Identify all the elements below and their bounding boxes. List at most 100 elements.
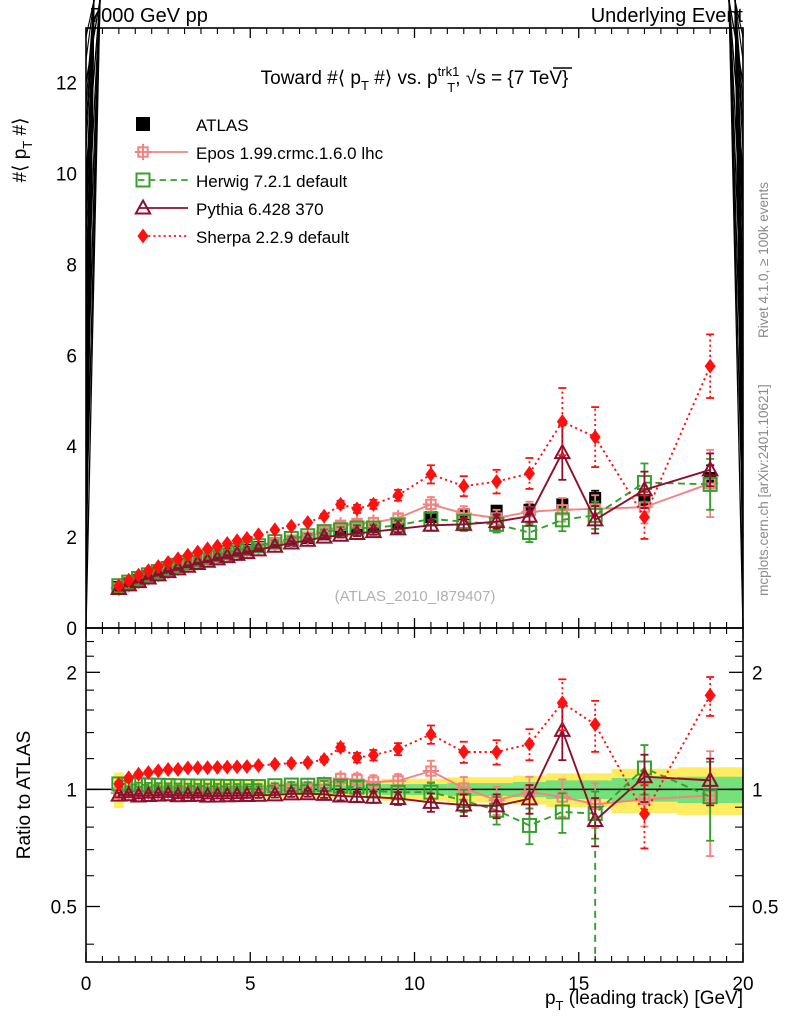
marker-open-triangle bbox=[238, 542, 256, 560]
x-tick-label: 15 bbox=[568, 974, 589, 995]
marker-filled-diamond bbox=[491, 744, 503, 760]
marker-filled-diamond bbox=[152, 763, 164, 779]
y-axis-ratio-label: Ratio to ATLAS bbox=[14, 731, 35, 860]
marker-filled-diamond bbox=[211, 759, 223, 775]
marker-filled-diamond bbox=[318, 751, 330, 767]
marker-open-triangle bbox=[422, 792, 440, 809]
marker-open-triangle bbox=[635, 767, 654, 784]
marker-filled-diamond bbox=[335, 739, 347, 755]
marker-open-triangle bbox=[364, 787, 383, 804]
y-ratio-tick-label-right: 0.5 bbox=[752, 898, 778, 919]
marker-open-triangle bbox=[249, 785, 268, 802]
legend-item-herwig[interactable]: Herwig 7.2.1 default bbox=[135, 172, 348, 191]
marker-open-triangle bbox=[389, 519, 407, 536]
marker-filled-diamond bbox=[458, 478, 470, 494]
legend-item-epos[interactable]: Epos 1.99.crmc.1.6.0 lhc bbox=[134, 143, 384, 163]
marker-open-triangle bbox=[159, 562, 177, 579]
marker-filled-diamond bbox=[252, 527, 264, 543]
series-herwig bbox=[111, 458, 718, 594]
y-major-tick bbox=[728, 0, 744, 174]
marker-filled-diamond bbox=[231, 533, 243, 549]
marker-filled-diamond bbox=[425, 726, 437, 742]
marker-open-triangle bbox=[315, 527, 334, 544]
marker-open-square bbox=[554, 804, 570, 820]
marker-open-triangle bbox=[218, 786, 237, 803]
marker-filled-diamond bbox=[556, 695, 568, 711]
marker-open-triangle bbox=[553, 442, 572, 460]
series-epos bbox=[110, 448, 719, 597]
marker-filled-diamond bbox=[704, 358, 716, 374]
legend-item-sherpa[interactable]: Sherpa 2.2.9 default bbox=[137, 228, 349, 247]
marker-open-triangle bbox=[701, 460, 719, 477]
marker-filled-diamond bbox=[182, 547, 194, 563]
y-main-tick-label: 12 bbox=[56, 74, 77, 95]
marker-open-triangle bbox=[178, 785, 197, 802]
marker-open-triangle bbox=[266, 785, 284, 802]
y-ratio-tick-label-left: 2 bbox=[66, 663, 77, 684]
legend: ATLAS Epos 1.99.crmc.1.6.0 lhc Herwig 7.2.… bbox=[134, 116, 384, 247]
marker-filled-diamond bbox=[202, 541, 214, 557]
marker-open-triangle bbox=[348, 523, 366, 540]
marker-open-triangle bbox=[454, 514, 473, 531]
marker-filled-diamond bbox=[123, 770, 135, 786]
marker-open-triangle bbox=[331, 786, 350, 803]
marker-open-square bbox=[135, 172, 151, 188]
marker-filled-diamond bbox=[241, 759, 253, 775]
y-axis-ratio-label-text: Ratio to ATLAS bbox=[14, 731, 35, 860]
marker-filled-diamond bbox=[285, 518, 297, 534]
marker-open-triangle bbox=[169, 559, 187, 576]
marker-filled-square bbox=[136, 117, 150, 131]
marker-open-triangle bbox=[282, 784, 301, 801]
legend-item-atlas[interactable]: ATLAS bbox=[136, 116, 249, 135]
x-axis-label-text: pT (leading track) [GeV] bbox=[545, 988, 743, 1013]
y-main-tick-label: 4 bbox=[66, 437, 77, 458]
y-axis-main-label-text: #⟨ pT #⟩ bbox=[10, 117, 35, 182]
marker-filled-diamond bbox=[523, 736, 535, 752]
marker-open-triangle bbox=[228, 544, 246, 561]
marker-open-triangle bbox=[348, 787, 366, 804]
marker-open-triangle bbox=[520, 789, 539, 806]
marker-open-square bbox=[200, 778, 216, 794]
marker-open-triangle bbox=[169, 786, 187, 803]
marker-filled-diamond bbox=[589, 716, 601, 732]
legend-item-pythia[interactable]: Pythia 6.428 370 bbox=[134, 198, 324, 219]
y-major-tick bbox=[85, 0, 101, 83]
marker-filled-diamond bbox=[172, 761, 184, 777]
marker-filled-diamond bbox=[142, 765, 154, 781]
x-tick-label: 0 bbox=[81, 974, 92, 995]
marker-filled-diamond bbox=[133, 567, 145, 583]
main-panel-series bbox=[110, 333, 719, 597]
series-sherpa bbox=[113, 333, 716, 594]
marker-open-triangle bbox=[208, 786, 227, 803]
marker-filled-diamond bbox=[137, 228, 149, 244]
marker-open-triangle bbox=[228, 786, 246, 803]
marker-filled-diamond bbox=[285, 755, 297, 771]
marker-filled-diamond bbox=[302, 515, 314, 531]
x-ticks-ratio-top bbox=[85, 628, 744, 638]
y-main-tick-label: 2 bbox=[66, 528, 77, 549]
marker-open-triangle bbox=[119, 785, 138, 802]
marker-open-triangle bbox=[139, 785, 158, 802]
marker-open-triangle bbox=[188, 553, 207, 570]
ratio-panel-series bbox=[110, 676, 719, 962]
y-minor-tick bbox=[734, 0, 744, 38]
marker-filled-diamond bbox=[192, 544, 204, 560]
y-major-tick bbox=[85, 0, 101, 356]
marker-filled-diamond bbox=[367, 496, 379, 512]
header-row: 7000 GeV pp Underlying Event bbox=[90, 5, 743, 27]
y-main-tick-label: 10 bbox=[56, 164, 77, 185]
marker-filled-diamond bbox=[589, 429, 601, 445]
marker-open-triangle bbox=[298, 530, 317, 547]
y-minor-tick bbox=[85, 0, 95, 38]
header-right-label: Underlying Event bbox=[591, 5, 744, 27]
x-tick-label: 20 bbox=[732, 974, 753, 995]
marker-filled-diamond bbox=[162, 555, 174, 571]
marker-filled-diamond bbox=[142, 563, 154, 579]
marker-open-triangle bbox=[586, 510, 605, 527]
series-pythia bbox=[110, 424, 719, 595]
header-left-label: 7000 GeV pp bbox=[90, 5, 208, 27]
marker-filled-diamond bbox=[392, 741, 404, 757]
y-major-tick bbox=[728, 0, 744, 356]
